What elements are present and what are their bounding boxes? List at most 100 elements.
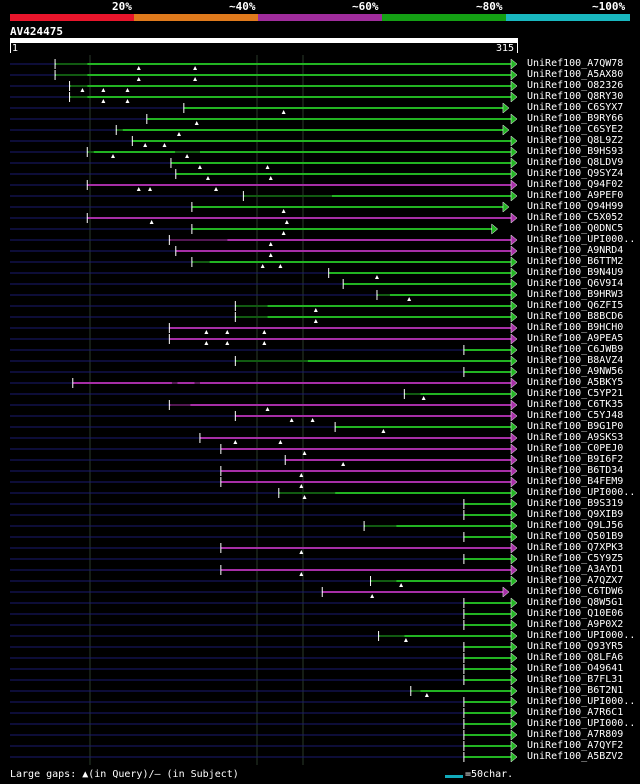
hit-label[interactable]: UniRef100_A7R809 — [527, 729, 624, 740]
hit-label[interactable]: UniRef100_Q8RY30 — [527, 91, 624, 102]
query-gap-marker — [299, 484, 304, 488]
hit-label[interactable]: UniRef100_O82326 — [527, 80, 624, 91]
hit-arrow — [510, 674, 518, 686]
hit-label[interactable]: UniRef100_Q9LJ56 — [527, 520, 624, 531]
hit-label[interactable]: UniRef100_O49641 — [527, 663, 624, 674]
legend-label-80: ~80% — [476, 0, 503, 13]
hit-label[interactable]: UniRef100_A3AYD1 — [527, 564, 624, 575]
hit-label[interactable]: UniRef100_Q8L9Z2 — [527, 135, 624, 146]
hit-label[interactable]: UniRef100_A5BZV2 — [527, 751, 624, 762]
hit-label[interactable]: UniRef100_A9PEF0 — [527, 190, 624, 201]
query-gap-marker — [265, 165, 270, 169]
hit-arrow — [510, 498, 518, 510]
hit-label[interactable]: UniRef100_C0PEJ0 — [527, 443, 624, 454]
hit-label[interactable]: UniRef100_Q9XIB9 — [527, 509, 624, 520]
hit-label[interactable]: UniRef100_C6TK35 — [527, 399, 624, 410]
hit-label[interactable]: UniRef100_Q6V9I4 — [527, 278, 624, 289]
hit-arrow — [510, 190, 518, 202]
hit-label[interactable]: UniRef100_Q6ZFI5 — [527, 300, 624, 311]
hit-label[interactable]: UniRef100_Q8LDV9 — [527, 157, 624, 168]
hit-label[interactable]: UniRef100_A9NRD4 — [527, 245, 624, 256]
hit-label[interactable]: UniRef100_C5Y9Z5 — [527, 553, 624, 564]
hit-label[interactable]: UniRef100_Q0DNC5 — [527, 223, 624, 234]
hit-label[interactable]: UniRef100_C5YP21 — [527, 388, 624, 399]
hit-label[interactable]: UniRef100_B9N4U9 — [527, 267, 624, 278]
hit-arrow — [510, 179, 518, 191]
hit-label[interactable]: UniRef100_UPI000.. — [527, 234, 636, 245]
hit-label[interactable]: UniRef100_C6TDW6 — [527, 586, 624, 597]
hit-label[interactable]: UniRef100_A7QYF2 — [527, 740, 624, 751]
hit-label[interactable]: UniRef100_Q94H99 — [527, 201, 624, 212]
hit-label[interactable]: UniRef100_B6T2N1 — [527, 685, 624, 696]
hit-label[interactable]: UniRef100_A7R6C1 — [527, 707, 624, 718]
hit-label[interactable]: UniRef100_B9HRW3 — [527, 289, 624, 300]
hit-label[interactable]: UniRef100_B9I6F2 — [527, 454, 624, 465]
legend-seg-red — [10, 14, 134, 21]
hit-arrow — [510, 641, 518, 653]
hit-arrow — [510, 707, 518, 719]
hit-label[interactable]: UniRef100_B9S319 — [527, 498, 624, 509]
hit-arrow — [510, 245, 518, 257]
hit-label[interactable]: UniRef100_C6JWB9 — [527, 344, 624, 355]
hit-label[interactable]: UniRef100_B4FEM9 — [527, 476, 624, 487]
hit-label[interactable]: UniRef100_B8AVZ4 — [527, 355, 624, 366]
hit-label[interactable]: UniRef100_A5AX80 — [527, 69, 624, 80]
hit-label[interactable]: UniRef100_UPI000.. — [527, 718, 636, 729]
hit-arrow — [510, 146, 518, 158]
hit-label[interactable]: UniRef100_B8BCD6 — [527, 311, 624, 322]
hit-label[interactable]: UniRef100_Q93YR5 — [527, 641, 624, 652]
query-gap-marker — [299, 550, 304, 554]
hit-arrow — [510, 663, 518, 675]
hit-label[interactable]: UniRef100_UPI000.. — [527, 696, 636, 707]
hit-arrow — [510, 267, 518, 279]
hit-label[interactable]: UniRef100_UPI000.. — [527, 630, 636, 641]
hit-label[interactable]: UniRef100_A7QZX7 — [527, 575, 624, 586]
query-gap-marker — [313, 319, 318, 323]
hit-label[interactable]: UniRef100_C5YJ48 — [527, 410, 624, 421]
hit-label[interactable]: UniRef100_Q94F02 — [527, 179, 624, 190]
query-gap-marker — [149, 220, 154, 224]
hit-arrow — [510, 685, 518, 697]
hit-arrow — [510, 80, 518, 92]
hit-arrow — [510, 619, 518, 631]
hit-label[interactable]: UniRef100_Q501B9 — [527, 531, 624, 542]
hit-label[interactable]: UniRef100_A9P0X2 — [527, 619, 624, 630]
hit-label[interactable]: UniRef100_B9G1P0 — [527, 421, 624, 432]
hit-label[interactable]: UniRef100_C6SYE2 — [527, 124, 624, 135]
hit-label[interactable]: UniRef100_C5X052 — [527, 212, 624, 223]
hit-label[interactable]: UniRef100_A9PEA5 — [527, 333, 624, 344]
hit-label[interactable]: UniRef100_Q8W5G1 — [527, 597, 624, 608]
hit-arrow — [510, 751, 518, 763]
hit-label[interactable]: UniRef100_Q8LFA6 — [527, 652, 624, 663]
hit-label[interactable]: UniRef100_A9SKS3 — [527, 432, 624, 443]
query-bar — [10, 38, 518, 43]
hit-arrow — [510, 168, 518, 180]
legend-label-60: ~60% — [352, 0, 379, 13]
hit-label[interactable]: UniRef100_B7FL31 — [527, 674, 624, 685]
hit-label[interactable]: UniRef100_UPI000.. — [527, 487, 636, 498]
hit-label[interactable]: UniRef100_A9NW56 — [527, 366, 624, 377]
hit-label[interactable]: UniRef100_B9HS93 — [527, 146, 624, 157]
hit-label[interactable]: UniRef100_B9RY66 — [527, 113, 624, 124]
hit-arrow — [510, 476, 518, 488]
hit-label[interactable]: UniRef100_A5BKY5 — [527, 377, 624, 388]
hit-arrow — [510, 377, 518, 389]
hit-label[interactable]: UniRef100_Q9SYZ4 — [527, 168, 624, 179]
hit-arrow — [510, 531, 518, 543]
hit-arrow — [510, 278, 518, 290]
hit-label[interactable]: UniRef100_Q10E06 — [527, 608, 624, 619]
legend-label-100: ~100% — [592, 0, 626, 13]
hit-label[interactable]: UniRef100_B9HCH0 — [527, 322, 624, 333]
legend-seg-purple — [258, 14, 382, 21]
hit-label[interactable]: UniRef100_A7QW78 — [527, 58, 624, 69]
hit-arrow — [502, 586, 510, 598]
hit-label[interactable]: UniRef100_B6TD34 — [527, 465, 624, 476]
hit-label[interactable]: UniRef100_C6SYX7 — [527, 102, 624, 113]
hit-arrow — [510, 300, 518, 312]
query-gap-marker — [424, 693, 429, 697]
hit-arrow — [510, 421, 518, 433]
query-gap-marker — [193, 77, 198, 81]
hit-label[interactable]: UniRef100_B6TTM2 — [527, 256, 624, 267]
hit-label[interactable]: UniRef100_Q7XPK3 — [527, 542, 624, 553]
